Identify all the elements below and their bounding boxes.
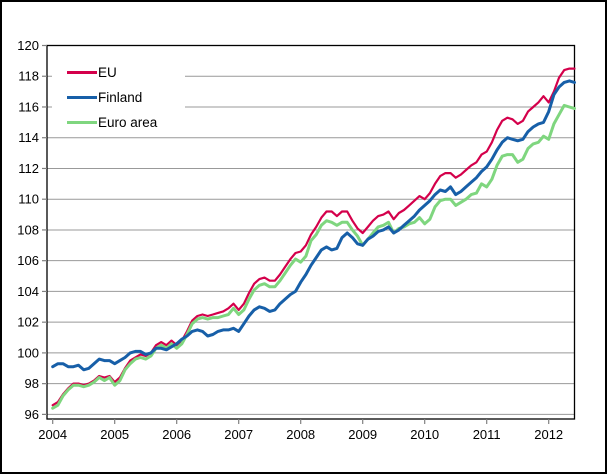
finland-line [51, 79, 576, 372]
y-tick-label: 104 [17, 284, 39, 299]
legend: EU Finland Euro area [52, 59, 185, 136]
finland-line-swatch [67, 96, 97, 99]
y-tick-label: 96 [25, 407, 39, 422]
legend-item-eu: EU [67, 60, 185, 85]
x-tick-label: 2004 [38, 427, 67, 442]
legend-item-finland: Finland [67, 85, 185, 110]
euro-area-line-swatch [67, 121, 97, 124]
y-tick-label: 110 [18, 192, 39, 207]
euro-area-line [51, 103, 576, 410]
x-tick-label: 2008 [286, 427, 315, 442]
y-tick-label: 108 [17, 222, 39, 237]
legend-label-eu: EU [98, 65, 117, 80]
x-tick-label: 2007 [224, 427, 253, 442]
y-tick-label: 100 [17, 345, 39, 360]
y-tick-label: 116 [18, 99, 39, 114]
x-tick-label: 2012 [534, 427, 563, 442]
x-axis: 2004 2005 2006 2007 2008 2009 2010 2011 2012 [38, 419, 563, 442]
eu-line [51, 67, 576, 407]
plot-border [46, 44, 576, 420]
x-tick-label: 2010 [410, 427, 439, 442]
y-tick-label: 98 [25, 376, 39, 391]
y-tick-label: 114 [18, 130, 39, 145]
y-tick-label: 102 [17, 315, 39, 330]
legend-label-finland: Finland [98, 90, 143, 105]
eu-line-swatch [67, 71, 97, 74]
legend-label-euro-area: Euro area [98, 115, 158, 130]
x-tick-label: 2006 [162, 427, 191, 442]
legend-item-euro-area: Euro area [67, 110, 185, 135]
x-tick-label: 2011 [473, 427, 501, 442]
x-tick-label: 2009 [348, 427, 377, 442]
y-tick-label: 112 [18, 161, 39, 176]
y-tick-label: 118 [18, 69, 39, 84]
y-axis: 96 98 100 102 104 106 108 110 112 114 116 118 120 [17, 38, 47, 422]
x-tick-label: 2005 [100, 427, 129, 442]
y-tick-label: 106 [17, 253, 39, 268]
y-tick-label: 120 [17, 38, 39, 53]
